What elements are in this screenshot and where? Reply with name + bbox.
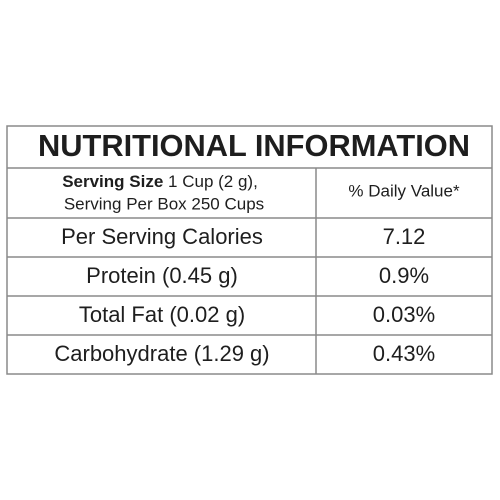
title: NUTRITIONAL INFORMATION (38, 128, 470, 163)
row-label: Protein (0.45 g) (86, 263, 238, 288)
serving-size-value: 1 Cup (2 g), (168, 172, 258, 191)
row-value: 0.43% (373, 341, 435, 366)
serving-size: Serving Size 1 Cup (2 g), (62, 172, 258, 191)
table-border (6, 125, 493, 375)
row-label: Total Fat (0.02 g) (79, 302, 245, 327)
row-value: 7.12 (383, 224, 426, 249)
serving-size-label: Serving Size (62, 172, 163, 191)
row-label: Per Serving Calories (61, 224, 263, 249)
daily-value-header: % Daily Value* (348, 181, 460, 200)
row-value: 0.03% (373, 302, 435, 327)
row-label: Carbohydrate (1.29 g) (54, 341, 269, 366)
row-value: 0.9% (379, 263, 429, 288)
serving-per-box: Serving Per Box 250 Cups (64, 194, 264, 213)
